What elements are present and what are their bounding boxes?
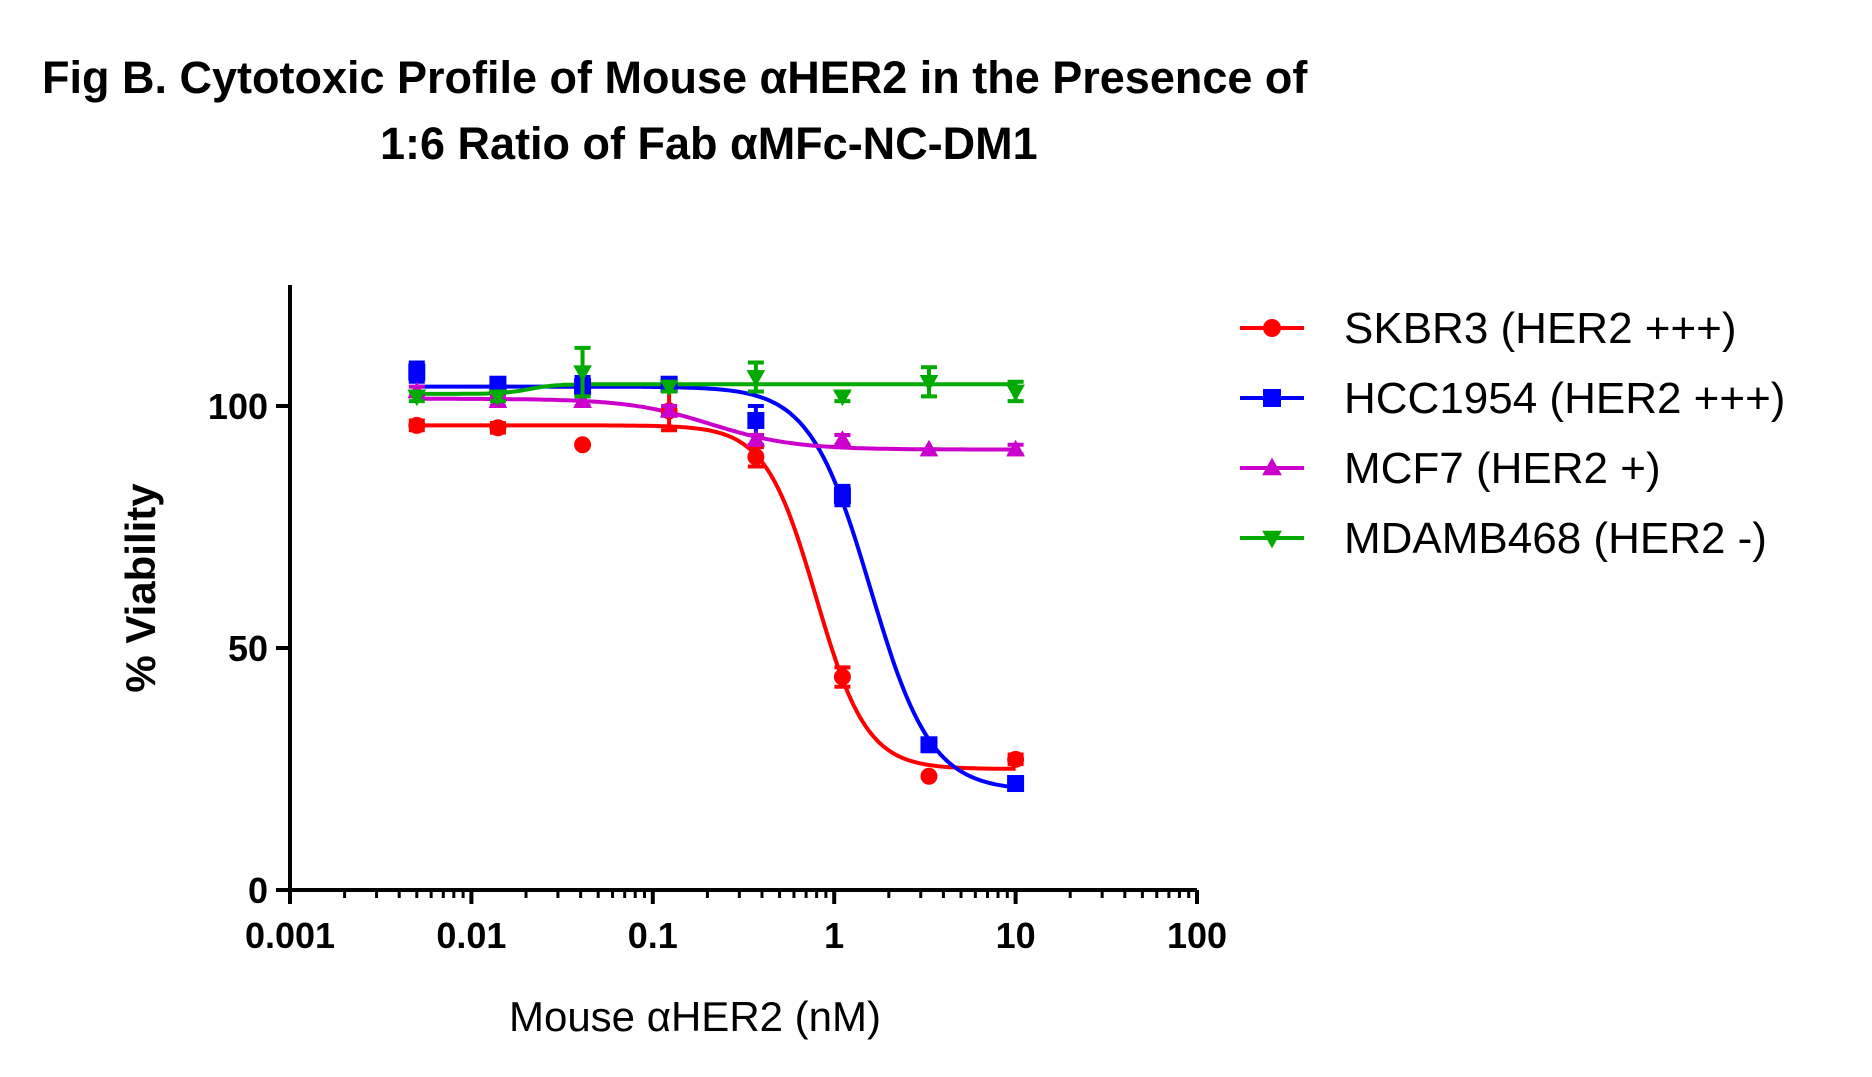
series-points-0 xyxy=(408,389,1025,785)
marker-triangle-up xyxy=(573,391,592,408)
chart-title-line2: 1:6 Ratio of Fab αMFc-NC-DM1 xyxy=(380,118,1038,169)
y-tick-label: 50 xyxy=(228,628,268,669)
axes: 0.001 0.01 0.1 1 10 100 0 50 100 xyxy=(208,285,1227,956)
marker-triangle-up xyxy=(1006,439,1025,457)
legend-label-0: SKBR3 (HER2 +++) xyxy=(1344,304,1737,353)
marker-square xyxy=(920,736,938,754)
marker-square xyxy=(489,375,507,393)
marker-triangle-down xyxy=(833,389,852,407)
marker-triangle-up xyxy=(833,430,852,447)
marker-square xyxy=(1263,389,1281,407)
marker-triangle-down xyxy=(488,389,508,407)
legend-label-3: MDAMB468 (HER2 -) xyxy=(1344,514,1767,563)
series-points-2 xyxy=(407,381,1025,457)
marker-circle xyxy=(747,448,765,466)
y-tick-label: 100 xyxy=(208,386,268,427)
fit-curve-series-1 xyxy=(416,384,1016,790)
x-tick-label: 1 xyxy=(824,915,844,956)
legend-label-2: MCF7 (HER2 +) xyxy=(1344,444,1661,493)
marker-triangle-up xyxy=(919,439,939,457)
fit-curves xyxy=(416,382,1016,790)
marker-square xyxy=(1007,775,1025,793)
x-tick-label: 10 xyxy=(996,915,1036,956)
marker-circle xyxy=(408,416,426,434)
x-axis-title: Mouse αHER2 (nM) xyxy=(509,993,881,1040)
marker-square xyxy=(747,412,765,430)
marker-circle xyxy=(574,436,592,454)
x-tick-label: 0.01 xyxy=(436,915,506,956)
marker-circle xyxy=(1007,750,1025,768)
legend: SKBR3 (HER2 +++) HCC1954 (HER2 +++) MCF7 (… xyxy=(1240,304,1785,563)
marker-triangle-up xyxy=(659,401,679,418)
marker-circle xyxy=(833,668,851,686)
series-points-1 xyxy=(408,360,1025,793)
series-points-3 xyxy=(407,345,1025,407)
y-axis-title: % Viability xyxy=(117,483,164,693)
y-tick-label: 0 xyxy=(248,870,268,911)
chart-title-line1: Fig B. Cytotoxic Profile of Mouse αHER2 … xyxy=(42,52,1308,103)
marker-triangle-down xyxy=(659,379,679,397)
marker-triangle-down xyxy=(573,365,592,382)
marker-circle xyxy=(920,767,938,785)
data-points xyxy=(407,345,1025,793)
marker-triangle-up xyxy=(746,430,766,447)
marker-circle xyxy=(489,419,507,437)
fit-curve-series-3 xyxy=(416,382,1016,396)
legend-label-1: HCC1954 (HER2 +++) xyxy=(1344,374,1785,423)
fit-curve-series-0 xyxy=(416,423,1016,771)
x-tick-label: 0.1 xyxy=(628,915,678,956)
marker-square xyxy=(408,363,426,381)
x-tick-label: 0.001 xyxy=(245,915,335,956)
marker-triangle-down xyxy=(919,375,939,392)
marker-square xyxy=(833,487,851,505)
fit-curve-series-2 xyxy=(416,396,1016,452)
marker-triangle-down xyxy=(1006,384,1025,402)
marker-triangle-up xyxy=(1262,457,1282,476)
marker-triangle-down xyxy=(1262,530,1282,549)
marker-triangle-down xyxy=(407,389,427,407)
marker-triangle-down xyxy=(746,370,766,387)
x-tick-label: 100 xyxy=(1167,915,1227,956)
marker-circle xyxy=(1263,319,1281,337)
